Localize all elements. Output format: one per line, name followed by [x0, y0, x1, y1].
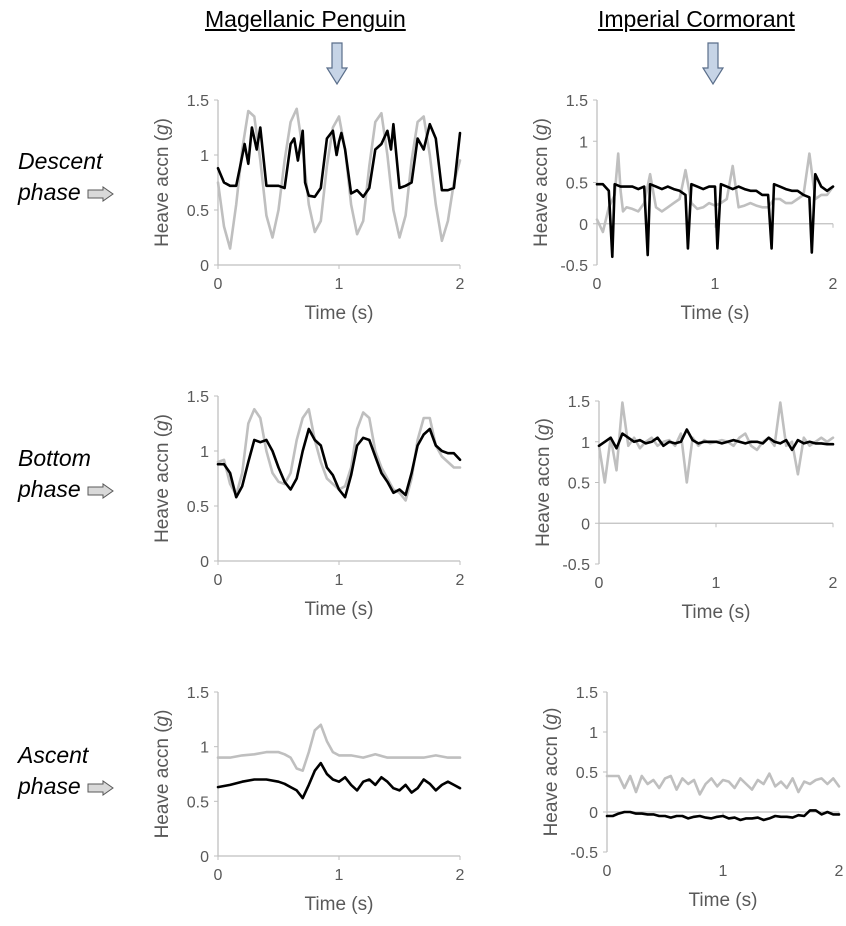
y-tick-label: 0.5	[187, 499, 209, 516]
y-tick-label: 1	[200, 740, 209, 757]
x-tick-label: 1	[335, 276, 344, 293]
y-axis-label: Heave accn (g)	[152, 118, 173, 247]
down-arrow-icon	[702, 42, 724, 86]
phase-label-line1: Descent	[18, 148, 103, 174]
y-tick-label: 0	[579, 217, 588, 234]
chart-svg: 0 0.5 1 1.5 0 1 2 Time (s) Heave accn (g)	[152, 685, 465, 915]
chart-svg: -0.5 0 0.5 1 1.5 0 1 2 Time (s) Heave accn (g)	[541, 685, 844, 911]
right-arrow-icon	[87, 779, 114, 796]
x-tick-label: 1	[712, 575, 721, 592]
y-tick-label: 0	[581, 516, 590, 533]
x-tick-label: 0	[214, 572, 223, 589]
y-tick-label: -0.5	[562, 557, 590, 574]
y-axis-label: Heave accn (g)	[152, 710, 173, 839]
chart-panel-cormorant-bottom: -0.5 0 0.5 1 1.5 0 1 2 Time (s) Heave accn (g)	[529, 391, 845, 634]
x-tick-label: 2	[456, 867, 465, 884]
y-tick-label: 0.5	[566, 176, 588, 193]
y-tick-label: 1.5	[187, 685, 209, 702]
x-axis-label: Time (s)	[681, 303, 750, 324]
phase-label-line1: Bottom	[18, 445, 91, 471]
x-tick-label: 2	[829, 276, 838, 293]
x-tick-label: 1	[711, 276, 720, 293]
series-line-grey	[216, 723, 462, 772]
series-line-black	[216, 427, 462, 499]
phase-label-bottom: Bottom phase	[18, 443, 115, 505]
series-line-grey	[605, 772, 841, 796]
x-tick-label: 2	[835, 863, 844, 880]
phase-label-line2: phase	[18, 476, 81, 502]
y-tick-label: 0	[200, 554, 209, 571]
y-axis-label: Heave accn (g)	[533, 418, 554, 547]
series-line-black	[605, 809, 841, 822]
series-line-grey	[595, 152, 835, 234]
phase-label-line1: Ascent	[18, 742, 89, 768]
column-title-cormorant: Imperial Cormorant	[598, 6, 795, 32]
y-axis-label: Heave accn (g)	[531, 118, 552, 247]
right-arrow-icon	[87, 482, 114, 499]
y-tick-label: 0.5	[187, 794, 209, 811]
y-tick-label: -0.5	[570, 845, 598, 862]
chart-panel-penguin-bottom: 0 0.5 1 1.5 0 1 2 Time (s) Heave accn (g)	[148, 386, 472, 631]
x-tick-label: 0	[603, 863, 612, 880]
series-line-black	[216, 122, 462, 199]
x-tick-label: 1	[335, 867, 344, 884]
chart-svg: 0 0.5 1 1.5 0 1 2 Time (s) Heave accn (g)	[152, 93, 465, 324]
chart-svg: -0.5 0 0.5 1 1.5 0 1 2 Time (s) Heave accn (g)	[533, 394, 838, 623]
x-axis-label: Time (s)	[305, 599, 374, 620]
x-tick-label: 0	[595, 575, 604, 592]
series-line-black	[216, 761, 462, 800]
series-line-black	[595, 172, 835, 259]
x-tick-label: 0	[214, 867, 223, 884]
series-line-black	[597, 428, 835, 452]
y-tick-label: 1	[579, 134, 588, 151]
y-tick-label: 1	[200, 148, 209, 165]
y-tick-label: 0.5	[576, 765, 598, 782]
chart-panel-cormorant-descent: -0.5 0 0.5 1 1.5 0 1 2 Time (s) Heave accn (g)	[527, 90, 845, 335]
x-tick-label: 1	[719, 863, 728, 880]
phase-label-descent: Descent phase	[18, 146, 115, 208]
y-tick-label: 0.5	[568, 476, 590, 493]
x-axis-label: Time (s)	[305, 303, 374, 324]
y-tick-label: 1.5	[187, 389, 209, 406]
x-axis-label: Time (s)	[689, 890, 758, 911]
y-tick-label: 0.5	[187, 203, 209, 220]
y-tick-label: 1.5	[568, 394, 590, 411]
y-axis-label: Heave accn (g)	[152, 414, 173, 543]
right-arrow-icon	[87, 185, 114, 202]
y-tick-label: 1	[581, 435, 590, 452]
x-axis-label: Time (s)	[305, 894, 374, 915]
y-tick-label: 1	[589, 725, 598, 742]
y-tick-label: -0.5	[560, 258, 588, 275]
x-tick-label: 2	[456, 276, 465, 293]
y-tick-label: 0	[589, 805, 598, 822]
chart-panel-penguin-ascent: 0 0.5 1 1.5 0 1 2 Time (s) Heave accn (g)	[148, 682, 472, 926]
x-axis-label: Time (s)	[682, 602, 751, 623]
phase-label-ascent: Ascent phase	[18, 740, 115, 802]
x-tick-label: 2	[456, 572, 465, 589]
column-title-penguin: Magellanic Penguin	[205, 6, 406, 32]
y-axis-label: Heave accn (g)	[541, 708, 562, 837]
y-tick-label: 1.5	[187, 93, 209, 110]
x-tick-label: 2	[829, 575, 838, 592]
y-tick-label: 1.5	[576, 685, 598, 702]
y-tick-label: 1.5	[566, 93, 588, 110]
series-line-grey	[216, 107, 462, 250]
chart-svg: -0.5 0 0.5 1 1.5 0 1 2 Time (s) Heave accn (g)	[531, 93, 838, 324]
chart-svg: 0 0.5 1 1.5 0 1 2 Time (s) Heave accn (g)	[152, 389, 465, 620]
y-tick-label: 0	[200, 849, 209, 866]
phase-label-line2: phase	[18, 179, 81, 205]
x-tick-label: 1	[335, 572, 344, 589]
y-tick-label: 1	[200, 444, 209, 461]
x-tick-label: 0	[214, 276, 223, 293]
chart-panel-cormorant-ascent: -0.5 0 0.5 1 1.5 0 1 2 Time (s) Heave accn (g)	[537, 682, 846, 922]
chart-panel-penguin-descent: 0 0.5 1 1.5 0 1 2 Time (s) Heave accn (g)	[148, 90, 472, 335]
y-tick-label: 0	[200, 258, 209, 275]
x-tick-label: 0	[593, 276, 602, 293]
phase-label-line2: phase	[18, 773, 81, 799]
down-arrow-icon	[326, 42, 348, 86]
